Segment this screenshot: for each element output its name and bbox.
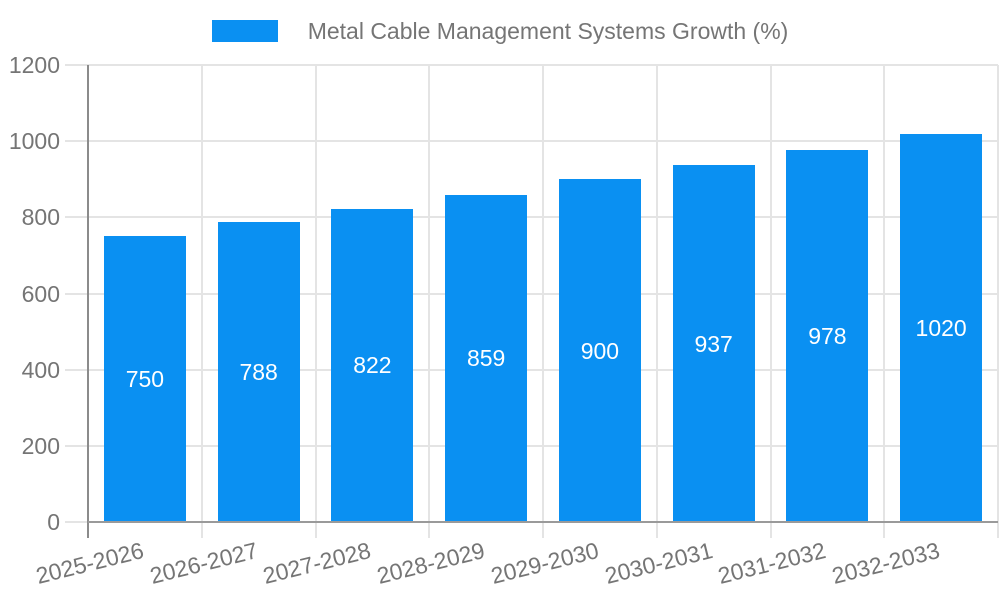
- x-tick-label: 2026-2027: [146, 537, 260, 589]
- bar-value-label: 900: [580, 337, 620, 364]
- y-tick-label: 200: [21, 432, 60, 459]
- x-gridline: [542, 65, 544, 538]
- x-tick-label: 2030-2031: [601, 537, 715, 589]
- bar-value-label: 859: [466, 345, 506, 372]
- y-gridline: [65, 368, 998, 371]
- bar: [445, 194, 528, 522]
- bar-value-label: 788: [239, 358, 278, 385]
- x-axis-line: [88, 521, 998, 523]
- y-tick-label: 600: [21, 280, 60, 307]
- x-tick-label: 2032-2033: [829, 537, 943, 589]
- bar-value-label: 750: [125, 366, 165, 393]
- y-gridline: [65, 64, 998, 66]
- x-gridline: [883, 65, 886, 538]
- chart-legend[interactable]: Metal Cable Management Systems Growth (%…: [0, 18, 1000, 44]
- x-tick-label: 2025-2026: [33, 537, 147, 589]
- y-tick-label: 800: [21, 204, 60, 231]
- bar-value-label: 822: [353, 352, 392, 379]
- y-tick-label: 1000: [8, 128, 60, 155]
- plot-area: 0 200 400 600 800 1000 1200 750 2025-2026 788 2026…: [9, 53, 999, 589]
- y-tick-label: 400: [21, 356, 60, 383]
- x-gridline: [200, 65, 203, 538]
- bar-value-label: 978: [808, 322, 847, 349]
- x-tick-label: 2028-2029: [374, 537, 488, 589]
- bar: [217, 221, 300, 522]
- x-gridline: [314, 65, 317, 538]
- y-tick-label: 0: [47, 509, 60, 535]
- y-gridline: [65, 444, 998, 447]
- bar: [331, 208, 414, 522]
- bar: [786, 149, 869, 522]
- x-gridline: [769, 65, 772, 538]
- x-tick-label: 2029-2030: [488, 537, 602, 589]
- x-gridline: [655, 65, 658, 538]
- y-axis-line: [87, 65, 89, 538]
- x-tick-label: 2031-2032: [715, 537, 829, 589]
- y-gridline: [65, 140, 998, 143]
- legend-series-label: Metal Cable Management Systems Growth (%…: [307, 18, 789, 44]
- bar: [103, 236, 186, 522]
- bar: [558, 179, 641, 522]
- y-tick-label: 1200: [8, 52, 60, 78]
- y-gridline: [65, 216, 998, 219]
- bar: [672, 165, 755, 522]
- x-tick-label: 2027-2028: [260, 537, 374, 589]
- bar-value-label: 937: [694, 330, 733, 357]
- bar: [900, 133, 983, 522]
- bar-value-label: 1020: [915, 314, 967, 341]
- legend-swatch-icon: [211, 20, 278, 42]
- y-gridline: [65, 292, 998, 295]
- x-gridline: [428, 65, 431, 538]
- x-gridline: [997, 65, 999, 538]
